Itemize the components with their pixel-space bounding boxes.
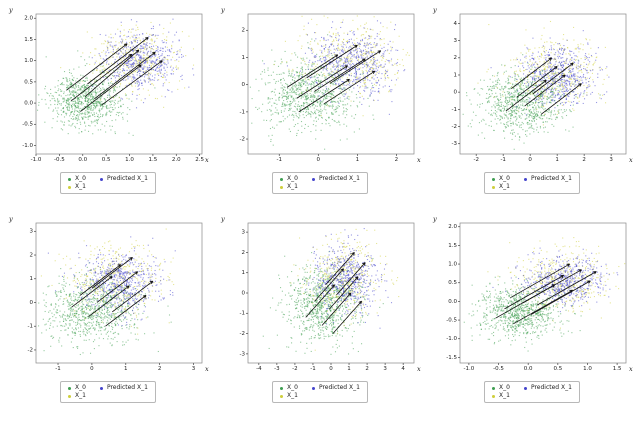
legend-item-x0: X_0 xyxy=(492,384,510,392)
legend-label-predicted-x1: Predicted X_1 xyxy=(106,175,148,182)
legend-item-x0: X_0 xyxy=(280,384,298,392)
legend-item-predicted-x1: Predicted X_1 xyxy=(311,384,360,392)
legend-label-x1: X_1 xyxy=(499,183,510,190)
legend-label-x0: X_0 xyxy=(499,175,510,182)
subplot: X_0 Predicted X_1 X_1 xyxy=(2,2,214,211)
subplot: X_0 Predicted X_1 X_1 xyxy=(2,211,214,420)
legend-item-x0: X_0 xyxy=(280,175,298,183)
legend: X_0 Predicted X_1 X_1 xyxy=(272,172,368,194)
legend-item-x0: X_0 xyxy=(68,175,86,183)
legend-item-x1: X_1 xyxy=(492,392,510,400)
legend-marker-x0-icon xyxy=(68,177,72,181)
legend-marker-predicted-x1-icon xyxy=(99,177,103,181)
legend-label-x0: X_0 xyxy=(287,384,298,391)
legend-marker-predicted-x1-icon xyxy=(311,386,315,390)
legend-label-x1: X_1 xyxy=(287,392,298,399)
legend-item-x1: X_1 xyxy=(68,392,86,400)
legend-marker-x0-icon xyxy=(280,386,284,390)
legend-label-x0: X_0 xyxy=(75,175,86,182)
legend-label-x1: X_1 xyxy=(499,392,510,399)
legend-item-x1: X_1 xyxy=(492,183,510,191)
legend-marker-x0-icon xyxy=(492,177,496,181)
legend-marker-x0-icon xyxy=(492,386,496,390)
subplot: X_0 Predicted X_1 X_1 xyxy=(214,211,426,420)
legend-marker-x1-icon xyxy=(492,185,496,189)
legend-marker-predicted-x1-icon xyxy=(311,177,315,181)
legend-item-x1: X_1 xyxy=(280,183,298,191)
legend-item-x0: X_0 xyxy=(492,175,510,183)
legend-label-x0: X_0 xyxy=(287,175,298,182)
legend-item-predicted-x1: Predicted X_1 xyxy=(523,384,572,392)
legend-marker-predicted-x1-icon xyxy=(523,386,527,390)
legend-item-predicted-x1: Predicted X_1 xyxy=(311,175,360,183)
subplot: X_0 Predicted X_1 X_1 xyxy=(426,211,638,420)
scatter-plot-canvas xyxy=(430,213,634,379)
legend-marker-x1-icon xyxy=(492,394,496,398)
legend-marker-x1-icon xyxy=(68,394,72,398)
legend: X_0 Predicted X_1 X_1 xyxy=(272,381,368,403)
legend-marker-predicted-x1-icon xyxy=(99,386,103,390)
legend-label-x1: X_1 xyxy=(75,392,86,399)
legend-item-predicted-x1: Predicted X_1 xyxy=(523,175,572,183)
legend-item-predicted-x1: Predicted X_1 xyxy=(99,384,148,392)
legend-label-predicted-x1: Predicted X_1 xyxy=(530,175,572,182)
legend-label-predicted-x1: Predicted X_1 xyxy=(530,384,572,391)
legend-label-predicted-x1: Predicted X_1 xyxy=(318,384,360,391)
legend-item-x1: X_1 xyxy=(280,392,298,400)
legend-label-x0: X_0 xyxy=(75,384,86,391)
legend-label-x1: X_1 xyxy=(287,183,298,190)
legend: X_0 Predicted X_1 X_1 xyxy=(484,381,580,403)
legend-label-x1: X_1 xyxy=(75,183,86,190)
subplot: X_0 Predicted X_1 X_1 xyxy=(426,2,638,211)
legend-item-x1: X_1 xyxy=(68,183,86,191)
legend-label-predicted-x1: Predicted X_1 xyxy=(106,384,148,391)
subplot: X_0 Predicted X_1 X_1 xyxy=(214,2,426,211)
legend: X_0 Predicted X_1 X_1 xyxy=(484,172,580,194)
legend-marker-x1-icon xyxy=(280,394,284,398)
legend-label-x0: X_0 xyxy=(499,384,510,391)
legend-marker-x1-icon xyxy=(280,185,284,189)
legend-marker-predicted-x1-icon xyxy=(523,177,527,181)
legend: X_0 Predicted X_1 X_1 xyxy=(60,172,156,194)
scatter-plot-canvas xyxy=(218,213,422,379)
legend-item-predicted-x1: Predicted X_1 xyxy=(99,175,148,183)
legend-marker-x0-icon xyxy=(280,177,284,181)
scatter-plot-canvas xyxy=(218,4,422,170)
legend-label-predicted-x1: Predicted X_1 xyxy=(318,175,360,182)
legend: X_0 Predicted X_1 X_1 xyxy=(60,381,156,403)
scatter-plot-canvas xyxy=(6,4,210,170)
legend-item-x0: X_0 xyxy=(68,384,86,392)
scatter-plot-canvas xyxy=(430,4,634,170)
legend-marker-x0-icon xyxy=(68,386,72,390)
legend-marker-x1-icon xyxy=(68,185,72,189)
scatter-plot-canvas xyxy=(6,213,210,379)
